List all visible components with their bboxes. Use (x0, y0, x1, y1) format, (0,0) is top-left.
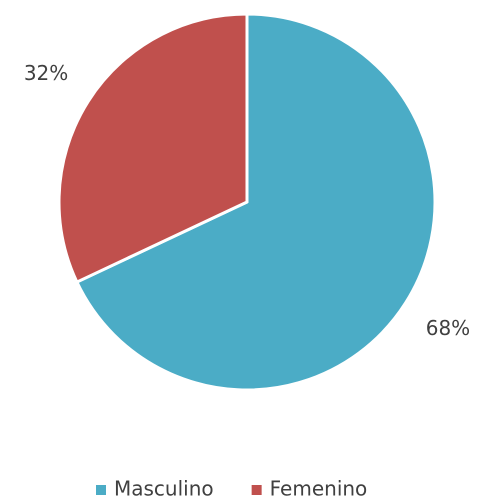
pie-slice (75, 12, 437, 392)
legend-label: Femenino (270, 477, 368, 501)
legend-swatch (251, 485, 262, 495)
data-label: 68% (426, 316, 470, 340)
legend-swatch (96, 485, 106, 495)
data-label: 32% (24, 61, 68, 85)
pie-slice (57, 12, 249, 284)
legend-label: Masculino (114, 477, 214, 501)
